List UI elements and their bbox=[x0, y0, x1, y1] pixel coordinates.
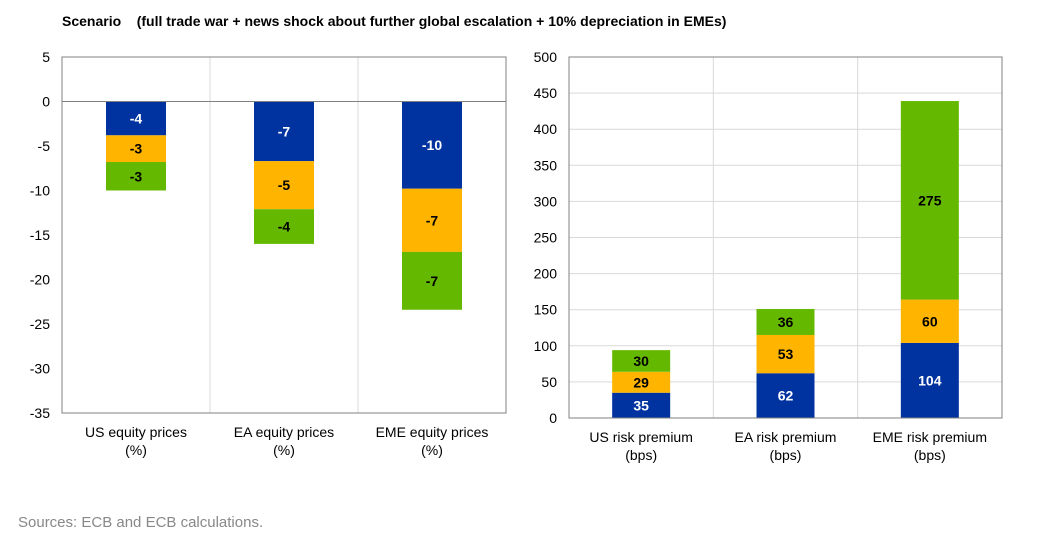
bar-segment bbox=[612, 350, 671, 372]
bar-segment bbox=[756, 334, 815, 374]
bar-segment bbox=[402, 251, 462, 310]
y-tick-label: 0 bbox=[549, 410, 557, 426]
data-label: 53 bbox=[778, 346, 794, 362]
source-note: Sources: ECB and ECB calculations. bbox=[18, 514, 264, 531]
data-label: 30 bbox=[633, 353, 649, 369]
x-tick-label: (%) bbox=[273, 442, 295, 458]
data-label: -4 bbox=[278, 219, 291, 235]
plot-frame bbox=[61, 56, 507, 414]
y-tick-label: -35 bbox=[30, 405, 50, 421]
figure: 50-5-10-15-20-25-30-35-4-3-3US equity pr… bbox=[30, 49, 1003, 463]
x-tick-label: (%) bbox=[421, 442, 443, 458]
bar-segment bbox=[106, 162, 166, 191]
y-tick-label: -10 bbox=[30, 183, 50, 199]
y-tick-label: 500 bbox=[534, 49, 558, 65]
x-tick-label: (bps) bbox=[625, 447, 657, 463]
x-tick-label: (bps) bbox=[914, 447, 946, 463]
y-tick-label: 300 bbox=[534, 193, 558, 209]
equity-prices-chart: 5 0 -5 -10 -15 -20 -25 -30 -35 -4 -3 -3 US equity pr… bbox=[30, 49, 507, 458]
y-tick-label: -20 bbox=[30, 272, 50, 288]
y-tick-label: 5 bbox=[42, 49, 50, 65]
bar-segment bbox=[106, 101, 166, 136]
y-tick-label: 400 bbox=[534, 121, 558, 137]
data-label: -10 bbox=[422, 137, 442, 153]
y-tick-label: 450 bbox=[534, 85, 558, 101]
y-tick-label: -30 bbox=[30, 361, 50, 377]
x-tick-label: EA risk premium bbox=[735, 429, 837, 445]
x-tick-label: (%) bbox=[125, 442, 147, 458]
bar-segment bbox=[254, 101, 314, 162]
bar-segment bbox=[254, 209, 314, 244]
bar-segment bbox=[612, 392, 671, 418]
y-tick-label: 0 bbox=[42, 94, 50, 110]
y-tick-label: 100 bbox=[534, 338, 558, 354]
bar-segment bbox=[612, 371, 671, 393]
y-tick-label: 50 bbox=[541, 374, 557, 390]
bar-segment bbox=[900, 101, 959, 300]
data-label: -3 bbox=[130, 168, 143, 184]
data-label: 62 bbox=[778, 388, 794, 404]
plot-frame bbox=[568, 56, 1003, 419]
data-label: 36 bbox=[778, 314, 794, 330]
bar-segment bbox=[756, 373, 815, 418]
data-label: -7 bbox=[426, 212, 439, 228]
x-tick-label: (bps) bbox=[770, 447, 802, 463]
bar-segment bbox=[402, 188, 462, 252]
y-tick-label: 250 bbox=[534, 230, 558, 246]
y-tick-label: -25 bbox=[30, 316, 50, 332]
data-label: 275 bbox=[918, 192, 942, 208]
y-tick-label: 150 bbox=[534, 302, 558, 318]
data-label: -4 bbox=[130, 110, 143, 126]
bar-segment bbox=[254, 161, 314, 210]
x-tick-label: EME equity prices bbox=[376, 424, 489, 440]
data-label: -7 bbox=[426, 273, 439, 289]
bar-segment bbox=[402, 101, 462, 189]
bar-segment bbox=[900, 299, 959, 343]
data-label: 60 bbox=[922, 313, 938, 329]
chart-title: Scenario (full trade war + news shock ab… bbox=[62, 13, 727, 29]
data-label: -7 bbox=[278, 123, 291, 139]
y-tick-label: 200 bbox=[534, 266, 558, 282]
bar-segment bbox=[900, 342, 959, 418]
bar-segment bbox=[106, 135, 166, 163]
x-tick-label: EA equity prices bbox=[234, 424, 334, 440]
data-label: 35 bbox=[633, 397, 649, 413]
data-label: 104 bbox=[918, 372, 942, 388]
y-tick-label: -15 bbox=[30, 227, 50, 243]
data-label: -5 bbox=[278, 177, 291, 193]
y-tick-label: -5 bbox=[38, 138, 51, 154]
data-label: 29 bbox=[633, 374, 649, 390]
x-tick-label: EME risk premium bbox=[873, 429, 987, 445]
x-tick-label: US risk premium bbox=[589, 429, 692, 445]
bar-segment bbox=[756, 308, 815, 335]
x-tick-label: US equity prices bbox=[85, 424, 187, 440]
data-label: -3 bbox=[130, 141, 143, 157]
y-tick-label: 350 bbox=[534, 157, 558, 173]
